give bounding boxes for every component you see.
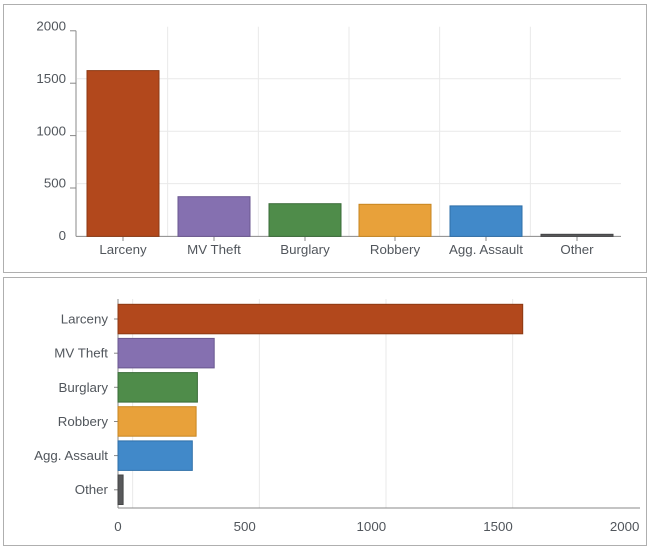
svg-text:Larceny: Larceny <box>99 242 147 257</box>
svg-text:Burglary: Burglary <box>58 380 108 395</box>
svg-text:1000: 1000 <box>357 519 387 534</box>
svg-text:MV Theft: MV Theft <box>187 242 241 257</box>
svg-text:Larceny: Larceny <box>61 312 109 327</box>
svg-text:500: 500 <box>44 176 66 191</box>
svg-text:2000: 2000 <box>610 519 640 534</box>
svg-text:500: 500 <box>234 519 256 534</box>
svg-text:MV Theft: MV Theft <box>54 346 108 361</box>
svg-text:Other: Other <box>560 242 594 257</box>
svg-text:Agg. Assault: Agg. Assault <box>449 242 523 257</box>
svg-text:1000: 1000 <box>36 123 66 138</box>
svg-text:0: 0 <box>59 228 66 243</box>
svg-text:Robbery: Robbery <box>370 242 421 257</box>
svg-text:1500: 1500 <box>36 71 66 86</box>
svg-text:Burglary: Burglary <box>280 242 330 257</box>
svg-text:2000: 2000 <box>36 19 66 34</box>
svg-text:Agg. Assault: Agg. Assault <box>34 448 108 463</box>
svg-text:1500: 1500 <box>483 519 513 534</box>
svg-text:Other: Other <box>75 482 109 497</box>
svg-text:Robbery: Robbery <box>58 414 109 429</box>
svg-text:0: 0 <box>114 519 121 534</box>
